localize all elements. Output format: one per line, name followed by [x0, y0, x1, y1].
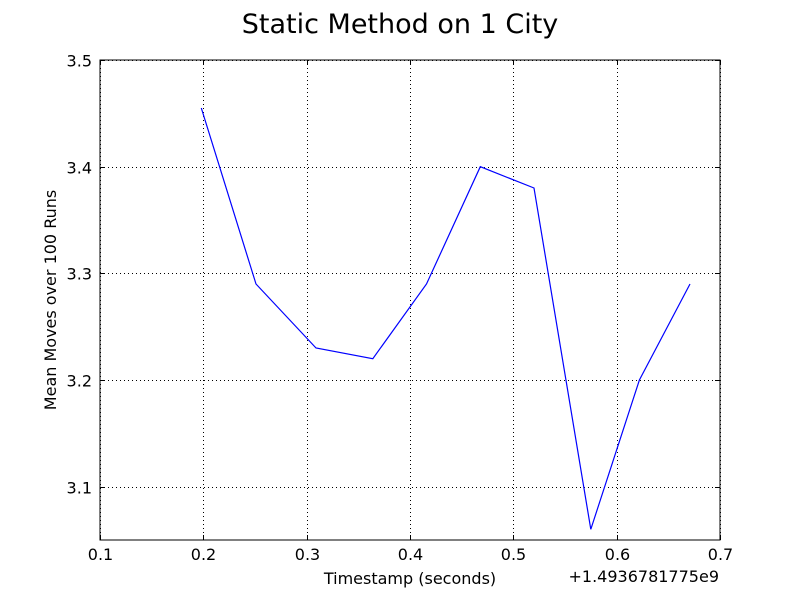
tick-marks [100, 60, 721, 540]
series-layer [200, 107, 691, 530]
series-line [200, 107, 691, 530]
x-tick-label: 0.3 [295, 545, 320, 564]
x-tick-label: 0.2 [191, 545, 216, 564]
x-tick-label: 0.7 [708, 545, 733, 564]
x-tick-label: 0.5 [501, 545, 526, 564]
x-tick-label: 0.1 [88, 545, 113, 564]
x-tick-label: 0.4 [398, 545, 423, 564]
y-axis-label: Mean Moves over 100 Runs [41, 190, 60, 410]
x-tick-label: 0.6 [605, 545, 630, 564]
x-axis-label: Timestamp (seconds) [323, 569, 496, 588]
grid-lines [100, 60, 721, 540]
y-tick-label: 3.2 [67, 372, 92, 391]
y-tick-label: 3.5 [67, 52, 92, 71]
y-tick-label: 3.4 [67, 159, 92, 178]
y-tick-label: 3.1 [67, 479, 92, 498]
x-tick-labels: 0.1 0.2 0.3 0.4 0.5 0.6 0.7 [88, 545, 733, 564]
chart-title: Static Method on 1 City [242, 9, 559, 40]
y-tick-label: 3.3 [67, 265, 92, 284]
x-axis-offset-label: +1.4936781775e9 [569, 567, 720, 586]
y-tick-labels: 3.1 3.2 3.3 3.4 3.5 [67, 52, 92, 498]
